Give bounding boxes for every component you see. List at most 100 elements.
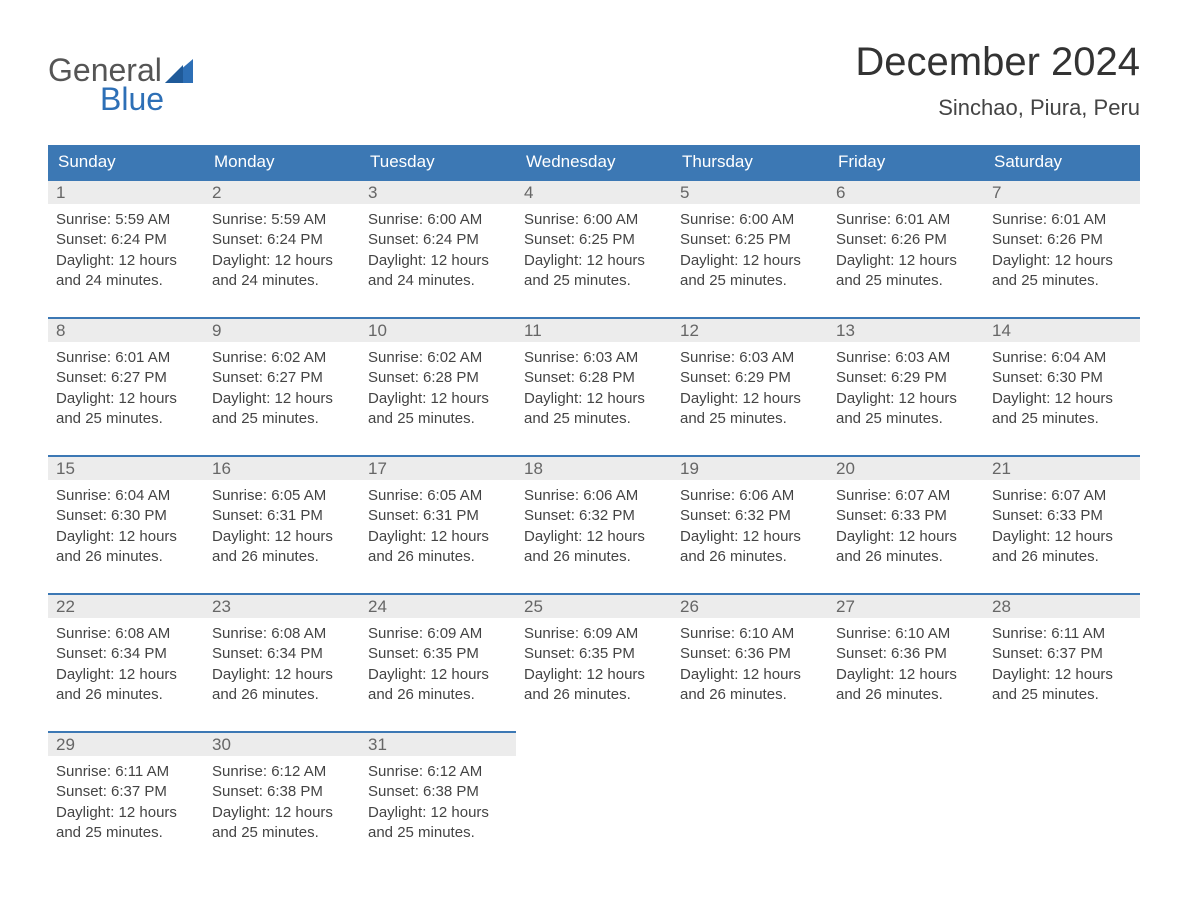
day-number: 4 <box>524 183 533 202</box>
daynum-bar: 21 <box>984 455 1140 480</box>
daylight-line1: Daylight: 12 hours <box>212 389 352 409</box>
day-body: Sunrise: 6:00 AMSunset: 6:25 PMDaylight:… <box>516 204 672 317</box>
sunrise-text: Sunrise: 6:12 AM <box>368 762 508 782</box>
day-body: Sunrise: 6:06 AMSunset: 6:32 PMDaylight:… <box>672 480 828 593</box>
day-number: 21 <box>992 459 1011 478</box>
calendar-cell: 16Sunrise: 6:05 AMSunset: 6:31 PMDayligh… <box>204 455 360 593</box>
week-row: 8Sunrise: 6:01 AMSunset: 6:27 PMDaylight… <box>48 317 1140 455</box>
sunrise-text: Sunrise: 6:03 AM <box>524 348 664 368</box>
day-number: 15 <box>56 459 75 478</box>
day-body: Sunrise: 6:12 AMSunset: 6:38 PMDaylight:… <box>360 756 516 869</box>
daylight-line1: Daylight: 12 hours <box>992 251 1132 271</box>
daylight-line1: Daylight: 12 hours <box>524 251 664 271</box>
calendar-cell: 25Sunrise: 6:09 AMSunset: 6:35 PMDayligh… <box>516 593 672 731</box>
daylight-line1: Daylight: 12 hours <box>992 527 1132 547</box>
calendar-cell: 10 Sunrise: 6:02 AMSunset: 6:28 PMDayligh… <box>360 317 516 455</box>
day-body: Sunrise: 6:00 AMSunset: 6:24 PMDaylight:… <box>360 204 516 317</box>
week-row: 29Sunrise: 6:11 AMSunset: 6:37 PMDayligh… <box>48 731 1140 869</box>
calendar-cell: 19Sunrise: 6:06 AMSunset: 6:32 PMDayligh… <box>672 455 828 593</box>
sunrise-text: Sunrise: 6:04 AM <box>56 486 196 506</box>
sunset-text: Sunset: 6:33 PM <box>836 506 976 526</box>
day-number: 11 <box>524 321 542 340</box>
daylight-line1: Daylight: 12 hours <box>680 389 820 409</box>
sunset-text: Sunset: 6:34 PM <box>56 644 196 664</box>
sunset-text: Sunset: 6:29 PM <box>680 368 820 388</box>
daylight-line2: and 26 minutes. <box>524 685 664 705</box>
sunset-text: Sunset: 6:32 PM <box>680 506 820 526</box>
sunrise-text: Sunrise: 6:06 AM <box>524 486 664 506</box>
sunset-text: Sunset: 6:35 PM <box>524 644 664 664</box>
daynum-bar: 14 <box>984 317 1140 342</box>
daylight-line2: and 25 minutes. <box>212 409 352 429</box>
sunset-text: Sunset: 6:31 PM <box>212 506 352 526</box>
calendar-cell: 2Sunrise: 5:59 AMSunset: 6:24 PMDaylight… <box>204 179 360 317</box>
daylight-line2: and 25 minutes. <box>56 823 196 843</box>
calendar-cell: 15Sunrise: 6:04 AMSunset: 6:30 PMDayligh… <box>48 455 204 593</box>
daylight-line1: Daylight: 12 hours <box>56 389 196 409</box>
daylight-line1: Daylight: 12 hours <box>368 389 508 409</box>
page-title: December 2024 <box>855 40 1140 85</box>
day-body: Sunrise: 6:02 AMSunset: 6:27 PMDaylight:… <box>204 342 360 455</box>
sunrise-text: Sunrise: 6:10 AM <box>680 624 820 644</box>
daylight-line1: Daylight: 12 hours <box>836 251 976 271</box>
daynum-bar: 31 <box>360 731 516 756</box>
day-number: 3 <box>368 183 377 202</box>
daylight-line2: and 25 minutes. <box>368 409 508 429</box>
daylight-line2: and 25 minutes. <box>992 409 1132 429</box>
calendar-cell: 13 Sunrise: 6:03 AMSunset: 6:29 PMDayligh… <box>828 317 984 455</box>
day-number: 23 <box>212 597 231 616</box>
daylight-line2: and 26 minutes. <box>56 685 196 705</box>
daylight-line1: Daylight: 12 hours <box>212 803 352 823</box>
daylight-line2: and 26 minutes. <box>56 547 196 567</box>
day-body: Sunrise: 6:10 AMSunset: 6:36 PMDaylight:… <box>672 618 828 731</box>
daynum-bar: 11 <box>516 317 672 342</box>
day-body: Sunrise: 6:01 AMSunset: 6:26 PMDaylight:… <box>984 204 1140 317</box>
daylight-line2: and 26 minutes. <box>368 685 508 705</box>
day-body: Sunrise: 6:08 AMSunset: 6:34 PMDaylight:… <box>204 618 360 731</box>
sunrise-text: Sunrise: 6:08 AM <box>56 624 196 644</box>
daylight-line1: Daylight: 12 hours <box>836 389 976 409</box>
daylight-line1: Daylight: 12 hours <box>56 251 196 271</box>
day-number: 17 <box>368 459 387 478</box>
day-number: 13 <box>836 321 855 340</box>
daylight-line2: and 26 minutes. <box>680 685 820 705</box>
sunset-text: Sunset: 6:30 PM <box>56 506 196 526</box>
day-header: Thursday <box>672 145 828 179</box>
week-row: 15 Sunrise: 6:04 AMSunset: 6:30 PM Dayligh… <box>48 455 1140 593</box>
day-body: Sunrise: 6:03 AMSunset: 6:29 PMDaylight:… <box>828 342 984 455</box>
day-header: Friday <box>828 145 984 179</box>
calendar-cell: 17Sunrise: 6:05 AMSunset: 6:31 PMDayligh… <box>360 455 516 593</box>
sunset-text: Sunset: 6:28 PM <box>368 368 508 388</box>
daylight-line1: Daylight: 12 hours <box>56 803 196 823</box>
daylight-line1: Daylight: 12 hours <box>56 665 196 685</box>
daylight-line1: Daylight: 12 hours <box>992 389 1132 409</box>
sunset-text: Sunset: 6:38 PM <box>212 782 352 802</box>
day-header: Saturday <box>984 145 1140 179</box>
daynum-bar: 26 <box>672 593 828 618</box>
day-number: 6 <box>836 183 845 202</box>
day-body: Sunrise: 6:03 AMSunset: 6:28 PMDaylight:… <box>516 342 672 455</box>
day-number: 20 <box>836 459 855 478</box>
day-body: Sunrise: 6:01 AMSunset: 6:27 PMDaylight:… <box>48 342 204 455</box>
calendar-cell: 26Sunrise: 6:10 AMSunset: 6:36 PMDayligh… <box>672 593 828 731</box>
calendar-cell: 3 Sunrise: 6:00 AMSunset: 6:24 PMDaylight… <box>360 179 516 317</box>
day-header: Tuesday <box>360 145 516 179</box>
sunrise-text: Sunrise: 6:09 AM <box>368 624 508 644</box>
sunrise-text: Sunrise: 6:05 AM <box>368 486 508 506</box>
week-row: 22Sunrise: 6:08 AMSunset: 6:34 PMDayligh… <box>48 593 1140 731</box>
day-body: Sunrise: 6:04 AMSunset: 6:30 PMDaylight:… <box>984 342 1140 455</box>
daynum-bar: 22 <box>48 593 204 618</box>
daylight-line2: and 26 minutes. <box>992 547 1132 567</box>
title-block: December 2024 Sinchao, Piura, Peru <box>855 40 1140 121</box>
calendar-cell: 8Sunrise: 6:01 AMSunset: 6:27 PMDaylight… <box>48 317 204 455</box>
daynum-bar: 10 <box>360 317 516 342</box>
calendar-cell: 9Sunrise: 6:02 AMSunset: 6:27 PMDaylight… <box>204 317 360 455</box>
day-header: Monday <box>204 145 360 179</box>
daynum-bar: 30 <box>204 731 360 756</box>
day-body: Sunrise: 6:02 AMSunset: 6:28 PMDaylight:… <box>360 342 516 455</box>
sunrise-text: Sunrise: 6:07 AM <box>992 486 1132 506</box>
day-number: 10 <box>368 321 387 340</box>
sunrise-text: Sunrise: 5:59 AM <box>212 210 352 230</box>
daynum-bar: 17 <box>360 455 516 480</box>
daylight-line2: and 26 minutes. <box>212 685 352 705</box>
